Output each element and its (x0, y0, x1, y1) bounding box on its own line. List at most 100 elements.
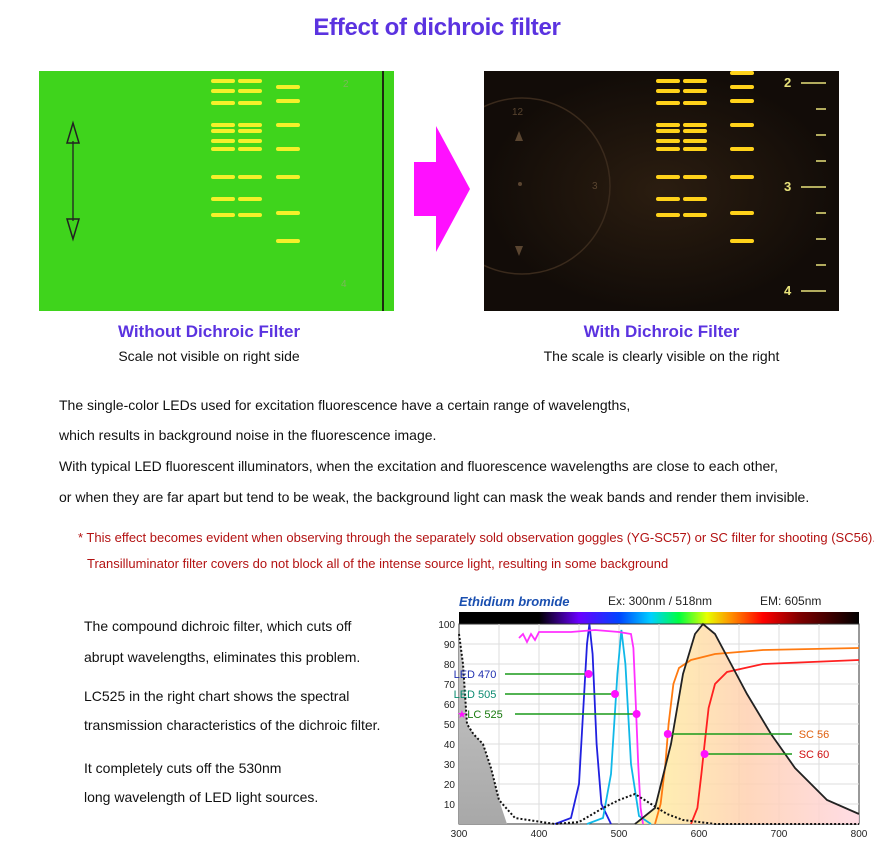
y-tick-label: 80 (444, 660, 456, 671)
curve-fills (459, 624, 859, 824)
side-text-line: long wavelength of LED light sources. (84, 789, 319, 805)
side-text-line: LC525 in the right chart shows the spect… (84, 688, 350, 704)
gel-band (656, 197, 680, 201)
gel-band (683, 89, 707, 93)
gel-band (656, 147, 680, 151)
faint-number: 2 (343, 79, 349, 90)
y-tick-label: 40 (444, 740, 456, 751)
series-label: SC 56 (799, 729, 830, 741)
gel-band (211, 89, 235, 93)
x-tick-label: 800 (851, 829, 868, 840)
gel-band (730, 99, 754, 103)
gel-band (656, 79, 680, 83)
gel-band (276, 239, 300, 243)
y-tick-label: 90 (444, 640, 456, 651)
gel-band (211, 175, 235, 179)
y-tick-label: 10 (444, 800, 456, 811)
gel-band (211, 213, 235, 217)
chart-em-label: EM: 605nm (760, 594, 821, 608)
spectrum-bar (459, 612, 859, 624)
gel-band (238, 123, 262, 127)
gel-band (238, 197, 262, 201)
gel-band (730, 239, 754, 243)
series-line (654, 647, 860, 825)
gel-band (238, 139, 262, 143)
gel-band (683, 101, 707, 105)
gel-band (276, 175, 300, 179)
paragraph-line: With typical LED fluorescent illuminator… (59, 458, 779, 474)
gel-band (656, 89, 680, 93)
gel-band (238, 147, 262, 151)
gel-band (238, 175, 262, 179)
gel-band (276, 211, 300, 215)
faint-number: 4 (341, 279, 347, 290)
gel-band (276, 85, 300, 89)
x-tick-label: 600 (691, 829, 708, 840)
gel-band (238, 89, 262, 93)
gel-image-with-filter: 12 3 2 3 4 (484, 71, 839, 311)
gel-band (211, 139, 235, 143)
double-arrow-icon (65, 120, 81, 242)
gel-band (683, 197, 707, 201)
gel-band (730, 71, 754, 75)
faint-number: 3 (592, 181, 598, 192)
star-icon: ★ (457, 709, 467, 721)
gel-band (276, 99, 300, 103)
x-tick-label: 300 (451, 829, 468, 840)
series-label: LED 505 (454, 689, 497, 701)
side-text-line: transmission characteristics of the dich… (84, 717, 381, 733)
gel-band (683, 175, 707, 179)
curves (458, 622, 860, 826)
gel-band (683, 147, 707, 151)
gel-band (730, 147, 754, 151)
series-marker (700, 750, 709, 758)
gel-band (238, 79, 262, 83)
y-tick-label: 60 (444, 700, 456, 711)
faint-dial (484, 97, 611, 275)
gel-band (238, 129, 262, 133)
paragraph-line: The single-color LEDs used for excitatio… (59, 397, 631, 413)
gel-band (211, 123, 235, 127)
y-tick-label: 50 (444, 720, 456, 731)
gel-right-svg: 12 3 2 3 4 (484, 71, 839, 311)
gel-band (238, 101, 262, 105)
side-text-line: The compound dichroic filter, which cuts… (84, 618, 352, 634)
series-marker (611, 690, 619, 698)
gel-band (656, 129, 680, 133)
gel-band (211, 147, 235, 151)
gel-band (683, 129, 707, 133)
emission-fill (635, 624, 859, 824)
side-text-line: It completely cuts off the 530nm (84, 760, 282, 776)
series-label: LC 525 (467, 709, 502, 721)
page-title: Effect of dichroic filter (313, 14, 561, 41)
gel-band (656, 175, 680, 179)
gel-band (683, 139, 707, 143)
chart-ex-label: Ex: 300nm / 518nm (608, 594, 712, 608)
gel-band (683, 213, 707, 217)
gel-left-svg: 2 4 (65, 71, 384, 311)
gel-band (730, 85, 754, 89)
gel-band (656, 101, 680, 105)
gel-band (211, 197, 235, 201)
series-line (690, 659, 860, 825)
series-marker (584, 670, 593, 678)
y-tick-label: 100 (438, 620, 455, 631)
series-marker (663, 730, 672, 738)
side-text-line: abrupt wavelengths, eliminates this prob… (84, 649, 361, 665)
faint-number: 12 (512, 107, 524, 118)
series-label: LED 470 (454, 669, 497, 681)
series-labels: LED 470 LED 505 LC 525★ SC 56 SC 60 (454, 669, 830, 761)
x-tick-label: 500 (611, 829, 628, 840)
scale-number: 3 (784, 179, 791, 194)
series-marker (632, 710, 641, 718)
scale-number: 4 (784, 283, 792, 298)
y-tick-label: 30 (444, 760, 456, 771)
uv-absorption-fill (459, 634, 507, 824)
gel-band (211, 101, 235, 105)
x-tick-labels: 300 400 500 600 700 800 (451, 829, 868, 840)
scale-ticks (801, 82, 826, 292)
gel-band (211, 129, 235, 133)
right-caption-title: With Dichroic Filter (583, 322, 740, 341)
series-line (518, 629, 644, 825)
gel-band (730, 123, 754, 127)
